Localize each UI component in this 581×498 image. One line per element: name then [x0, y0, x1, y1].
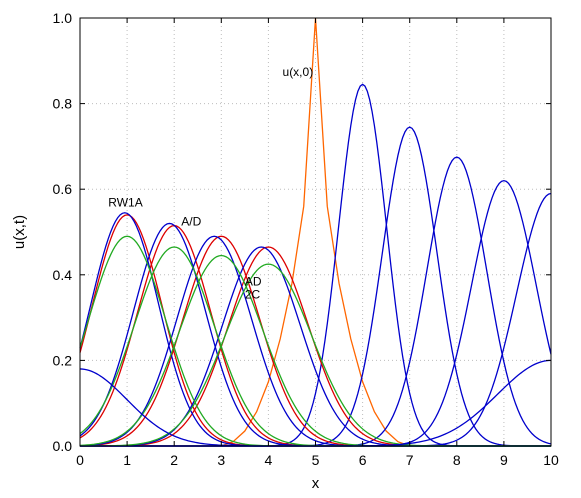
x-tick-label: 8: [453, 452, 461, 468]
y-tick-label: 0.2: [53, 352, 73, 368]
x-tick-label: 4: [265, 452, 273, 468]
annotation-label: AD: [245, 275, 262, 289]
tick-layer: 0 1 2 3 4 5 6 7 8 9 10 0.0 0.2 0.4 0.6 0.8 1.0: [53, 10, 559, 468]
y-tick-label: 0.4: [53, 267, 73, 283]
annotation-label: RW1A: [108, 195, 142, 209]
x-tick-label: 1: [123, 452, 131, 468]
y-tick-label: 0.8: [53, 96, 73, 112]
y-tick-label: 0.6: [53, 181, 73, 197]
y-axis-label: u(x,t): [11, 215, 28, 249]
x-tick-label: 10: [543, 452, 559, 468]
series-line-18: [80, 359, 552, 447]
x-tick-label: 5: [312, 452, 320, 468]
x-tick-label: 3: [217, 452, 225, 468]
y-tick-label: 1.0: [53, 10, 73, 26]
annotation-label: u(x,0): [283, 65, 314, 79]
x-axis-label: x: [312, 475, 320, 492]
y-tick-label: 0.0: [53, 438, 73, 454]
x-tick-label: 7: [406, 452, 414, 468]
x-tick-label: 0: [76, 452, 84, 468]
annotation-label: A/D: [181, 215, 201, 229]
x-tick-label: 2: [170, 452, 178, 468]
x-tick-label: 9: [500, 452, 508, 468]
annotation-label: 2C: [245, 287, 261, 301]
x-tick-label: 6: [359, 452, 367, 468]
